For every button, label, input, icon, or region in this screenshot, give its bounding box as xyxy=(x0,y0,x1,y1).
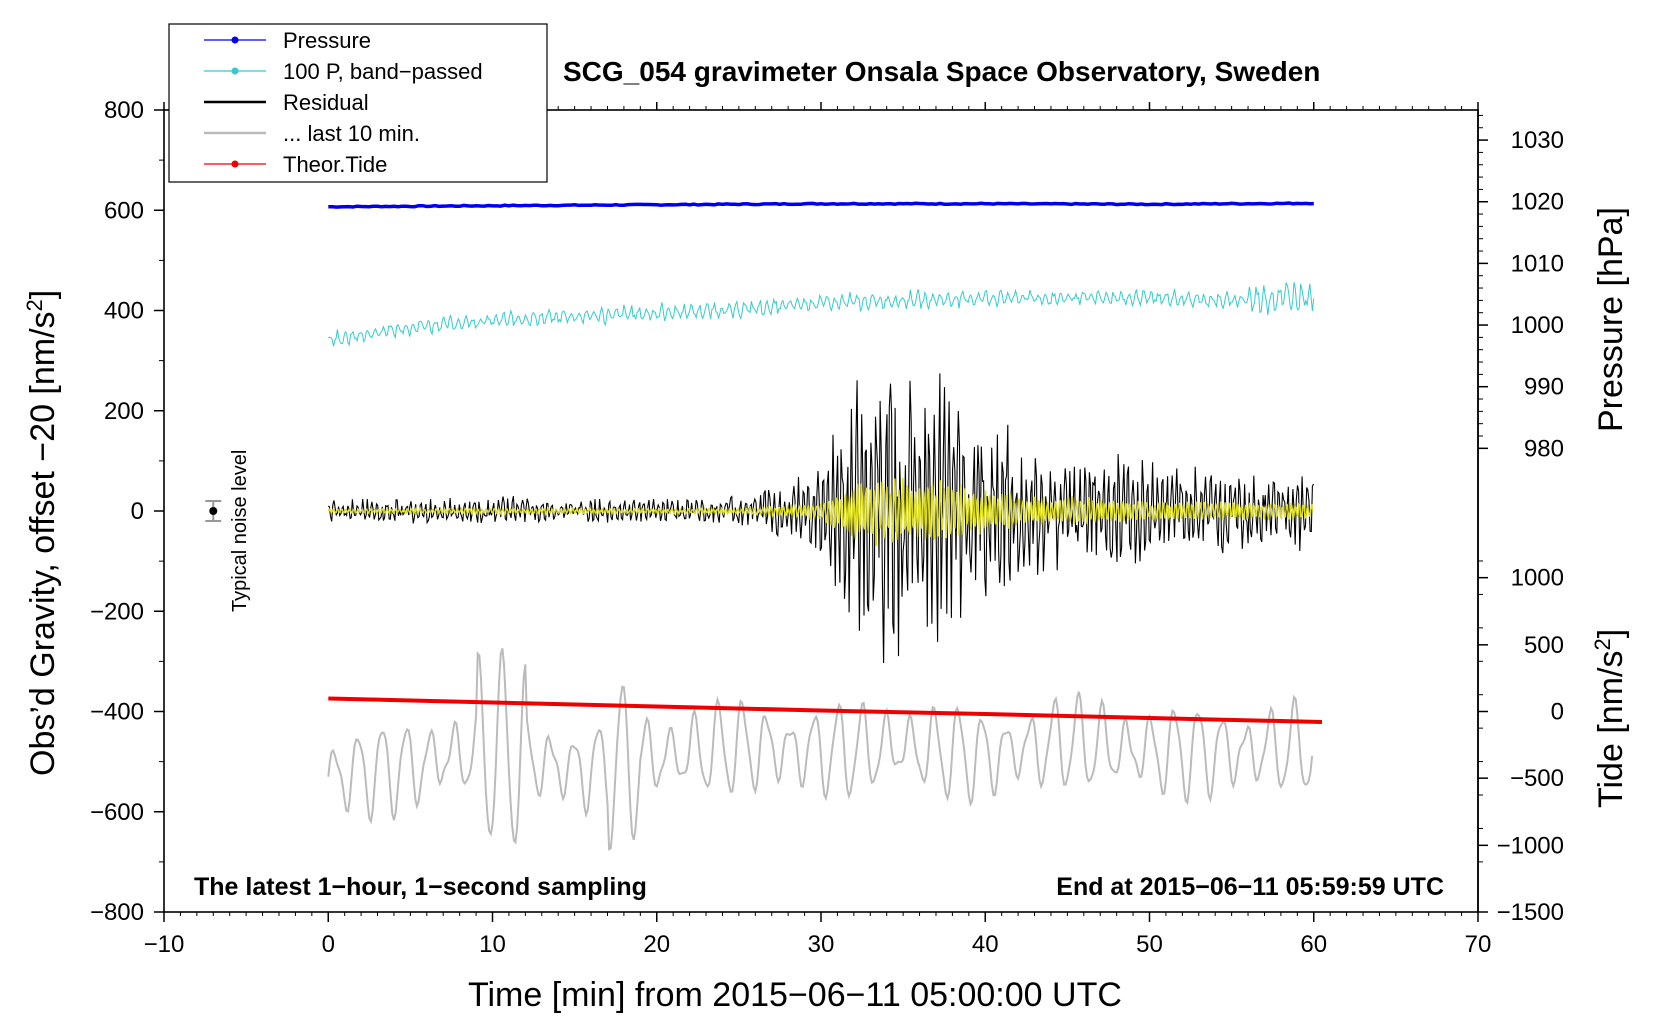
series-residual-band-passed xyxy=(327,477,1314,546)
x-tick-label-3: 20 xyxy=(643,931,670,958)
x-axis-title: Time [min] from 2015−06−11 05:00:00 UTC xyxy=(468,976,1122,1014)
pressure-tick-label-5: 980 xyxy=(1524,435,1564,462)
tide-axis-title-end: ] xyxy=(1592,629,1630,638)
y-tick-label-5: −200 xyxy=(90,598,144,625)
legend: Pressure 100 P, band−passed Residual ... la… xyxy=(168,23,548,183)
y-tick-label-0: 800 xyxy=(104,97,144,124)
y-tick-label-4: 0 xyxy=(131,498,144,525)
tide-tick-label-1: 500 xyxy=(1524,632,1564,659)
tide-tick-label-0: 1000 xyxy=(1511,565,1564,592)
tide-axis-title: Tide [nm/s2] xyxy=(1590,629,1631,808)
pressure-tick-label-2: 1010 xyxy=(1511,250,1564,277)
noise-dot xyxy=(209,507,218,515)
noise-level-label: Typical noise level xyxy=(229,450,251,612)
noise-level-marker xyxy=(205,499,222,523)
x-tick-label-8: 70 xyxy=(1465,931,1492,958)
legend-label-4: Theor.Tide xyxy=(283,152,387,177)
series-last-10-min xyxy=(327,648,1314,851)
y-tick-label-2: 400 xyxy=(104,298,144,325)
x-tick-label-1: 0 xyxy=(322,931,335,958)
legend-marker-0 xyxy=(231,36,239,44)
x-tick-label-2: 10 xyxy=(479,931,506,958)
legend-label-1: 100 P, band−passed xyxy=(283,59,483,84)
y-axis-title-main: Obs’d Gravity, offset −20 [nm/s xyxy=(24,311,62,776)
y-tick-label-6: −400 xyxy=(90,699,144,726)
tide-tick-label-3: −500 xyxy=(1510,765,1564,792)
series-residual xyxy=(327,373,1315,664)
annotation-end-time: End at 2015−06−11 05:59:59 UTC xyxy=(1056,873,1444,901)
series-pressure xyxy=(328,201,1314,209)
x-tick-label-5: 40 xyxy=(972,931,999,958)
x-tick-label-0: −10 xyxy=(144,931,185,958)
y-axis-title: Obs’d Gravity, offset −20 [nm/s2] xyxy=(22,290,63,776)
chart-title: SCG_054 gravimeter Onsala Space Observat… xyxy=(563,56,1320,87)
y-axis-title-sup: 2 xyxy=(22,299,47,311)
series-layer xyxy=(327,201,1323,851)
pressure-tick-label-1: 1020 xyxy=(1511,189,1564,216)
legend-label-2: Residual xyxy=(283,90,369,115)
y-tick-label-1: 600 xyxy=(104,197,144,224)
series-band-passed-pressure xyxy=(328,281,1315,347)
ticks-group xyxy=(154,102,1488,922)
x-tick-label-4: 30 xyxy=(808,931,835,958)
tide-axis-title-main: Tide [nm/s xyxy=(1592,651,1630,808)
annotation-sampling: The latest 1−hour, 1−second sampling xyxy=(194,873,647,901)
legend-label-3: ... last 10 min. xyxy=(283,121,420,146)
pressure-tick-label-0: 1030 xyxy=(1511,127,1564,154)
legend-marker-1 xyxy=(231,67,239,75)
x-tick-label-7: 60 xyxy=(1300,931,1327,958)
y-tick-label-8: −800 xyxy=(90,899,144,926)
pressure-tick-label-3: 1000 xyxy=(1511,312,1564,339)
tide-tick-label-2: 0 xyxy=(1551,699,1564,726)
tide-tick-label-4: −1000 xyxy=(1497,832,1564,859)
pressure-tick-label-4: 990 xyxy=(1524,374,1564,401)
pressure-axis-title: Pressure [hPa] xyxy=(1592,207,1630,432)
x-tick-label-6: 50 xyxy=(1136,931,1163,958)
legend-marker-4 xyxy=(231,160,239,168)
legend-entries: Pressure 100 P, band−passed Residual ... la… xyxy=(204,28,483,177)
labels-layer: −10 0 10 20 30 40 50 60 708006004002000−200−400−… xyxy=(90,97,1564,958)
y-axis-title-end: ] xyxy=(24,290,62,299)
series-theoretical-tide xyxy=(328,696,1323,724)
legend-label-0: Pressure xyxy=(283,28,371,53)
y-tick-label-7: −600 xyxy=(90,799,144,826)
tide-tick-label-5: −1500 xyxy=(1497,899,1564,926)
y-tick-label-3: 200 xyxy=(104,398,144,425)
tide-axis-title-sup: 2 xyxy=(1590,638,1615,650)
